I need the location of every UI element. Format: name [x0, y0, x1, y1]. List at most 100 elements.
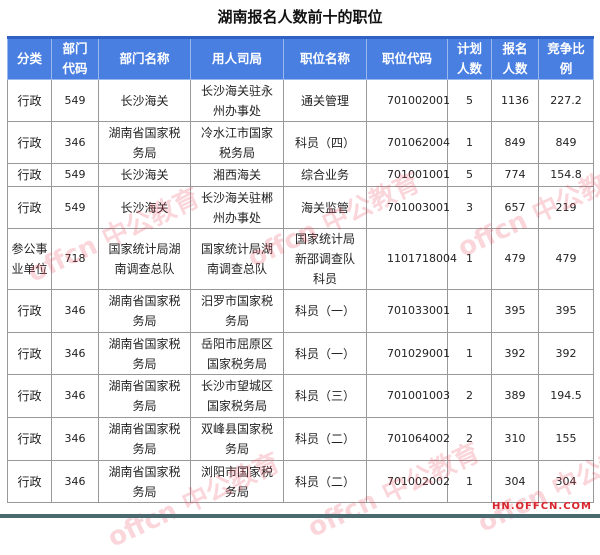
table-cell: 国家统计局新邵调查队科员: [283, 228, 367, 290]
table-cell: 227.2: [538, 79, 594, 122]
table-cell: 行政: [7, 332, 52, 375]
table-cell: 科员（一）: [283, 332, 367, 375]
table-cell: 389: [491, 374, 539, 418]
table-cell: 行政: [7, 79, 52, 122]
column-header: 部门代码: [51, 36, 99, 80]
table-cell: 304: [491, 460, 539, 503]
site-url: HN.OFFCN.COM: [492, 501, 592, 512]
table-cell: 长沙市望城区国家税务局: [190, 374, 284, 418]
table-cell: 346: [51, 121, 99, 164]
table-cell: 701064002: [366, 417, 450, 461]
table-cell: 5: [447, 79, 492, 122]
table-cell: 849: [538, 121, 594, 164]
table-cell: 长沙海关驻郴州办事处: [190, 186, 284, 229]
table-cell: 701001003: [366, 374, 450, 418]
page-title: 湖南报名人数前十的职位: [217, 8, 383, 26]
table-cell: 701001001: [366, 163, 450, 187]
table-cell: 科员（三）: [283, 374, 367, 418]
table-cell: 长沙海关: [98, 186, 191, 229]
table-cell: 194.5: [538, 374, 594, 418]
table-cell: 701003001: [366, 186, 450, 229]
table-cell: 549: [51, 186, 99, 229]
table-cell: 科员（四）: [283, 121, 367, 164]
table-cell: 5: [447, 163, 492, 187]
table-row: 参公事业单位 718 国家统计局湖南调查总队 国家统计局湖南调查总队 国家统计局新邵调查…: [7, 228, 594, 290]
table-cell: 549: [51, 79, 99, 122]
table-cell: 湖南省国家税务局: [98, 332, 191, 375]
table-cell: 392: [538, 332, 594, 375]
table-cell: 1: [447, 332, 492, 375]
column-header: 部门名称: [98, 36, 191, 80]
table-cell: 1101718004: [366, 228, 457, 290]
positions-table: 分类 部门代码 部门名称 用人司局 职位名称 职位代码 计划人数 报名人数 竞争比例 行政 549…: [7, 36, 594, 503]
table-cell: 科员（二）: [283, 417, 367, 461]
table-cell: 701029001: [366, 332, 450, 375]
column-header: 竞争比例: [538, 36, 594, 80]
table-cell: 346: [51, 289, 99, 333]
table-cell: 657: [491, 186, 539, 229]
table-cell: 行政: [7, 460, 52, 503]
column-header: 报名人数: [491, 36, 539, 80]
table-cell: 154.8: [538, 163, 594, 187]
table-row: 行政 346 湖南省国家税务局 汨罗市国家税务局 科员（一） 701033001 1 395 3…: [7, 289, 594, 333]
table-row: 行政 346 湖南省国家税务局 岳阳市屈原区国家税务局 科员（一） 701029001 1 3…: [7, 332, 594, 375]
table-cell: 310: [491, 417, 539, 461]
table-cell: 行政: [7, 163, 52, 187]
table-cell: 346: [51, 332, 99, 375]
table-cell: 346: [51, 417, 99, 461]
table-cell: 湖南省国家税务局: [98, 374, 191, 418]
column-header: 职位代码: [366, 36, 448, 80]
table-cell: 湘西海关: [190, 163, 284, 187]
table-cell: 304: [538, 460, 594, 503]
table-cell: 2: [447, 417, 492, 461]
column-header: 计划人数: [447, 36, 492, 80]
table-cell: 849: [491, 121, 539, 164]
table-cell: 长沙海关驻永州办事处: [190, 79, 284, 122]
table-cell: 科员（一）: [283, 289, 367, 333]
header-row: 分类 部门代码 部门名称 用人司局 职位名称 职位代码 计划人数 报名人数 竞争比例: [7, 36, 594, 80]
table-cell: 海关监管: [283, 186, 367, 229]
table-cell: 1: [447, 121, 492, 164]
bottom-bar: [0, 514, 600, 518]
table-cell: 701002002: [366, 460, 450, 503]
table-cell: 479: [538, 228, 594, 290]
table-cell: 湖南省国家税务局: [98, 121, 191, 164]
column-header: 职位名称: [283, 36, 367, 80]
table-cell: 行政: [7, 417, 52, 461]
table-cell: 行政: [7, 289, 52, 333]
table-cell: 2: [447, 374, 492, 418]
table-cell: 479: [491, 228, 539, 290]
column-header: 用人司局: [190, 36, 284, 80]
table-cell: 浏阳市国家税务局: [190, 460, 284, 503]
table-cell: 科员（二）: [283, 460, 367, 503]
table-cell: 701033001: [366, 289, 450, 333]
table-cell: 219: [538, 186, 594, 229]
table-cell: 行政: [7, 186, 52, 229]
table-row: 行政 549 长沙海关 湘西海关 综合业务 701001001 5 774 154.8: [7, 163, 594, 187]
table-row: 行政 346 湖南省国家税务局 浏阳市国家税务局 科员（二） 701002002 1 304 3…: [7, 460, 594, 503]
table-cell: 346: [51, 460, 99, 503]
table-cell: 双峰县国家税务局: [190, 417, 284, 461]
table-cell: 湖南省国家税务局: [98, 289, 191, 333]
table-cell: 392: [491, 332, 539, 375]
table-cell: 行政: [7, 121, 52, 164]
table-cell: 718: [51, 228, 99, 290]
table-cell: 395: [491, 289, 539, 333]
table-cell: 549: [51, 163, 99, 187]
table-row: 行政 549 长沙海关 长沙海关驻郴州办事处 海关监管 701003001 3 657 219: [7, 186, 594, 229]
table-cell: 3: [447, 186, 492, 229]
table-cell: 冷水江市国家税务局: [190, 121, 284, 164]
table-cell: 346: [51, 374, 99, 418]
table-cell: 701002001: [366, 79, 450, 122]
table-row: 行政 346 湖南省国家税务局 冷水江市国家税务局 科员（四） 701062004 1 849…: [7, 121, 594, 164]
table-row: 行政 346 湖南省国家税务局 双峰县国家税务局 科员（二） 701064002 2 310 1…: [7, 417, 594, 461]
table-cell: 1: [447, 289, 492, 333]
table-cell: 701062004: [366, 121, 450, 164]
table-cell: 通关管理: [283, 79, 367, 122]
table-cell: 参公事业单位: [7, 228, 52, 290]
table-cell: 汨罗市国家税务局: [190, 289, 284, 333]
table-cell: 1: [447, 228, 492, 290]
table-cell: 行政: [7, 374, 52, 418]
column-header: 分类: [7, 36, 52, 80]
table-cell: 155: [538, 417, 594, 461]
